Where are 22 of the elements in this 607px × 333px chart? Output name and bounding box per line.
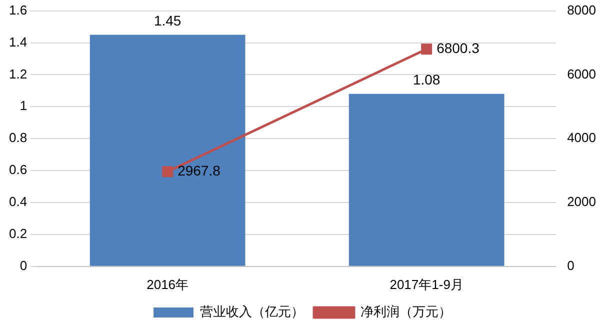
- y-tick-label: 1.2: [8, 66, 28, 82]
- legend-label: 营业收入（亿元）: [200, 304, 304, 320]
- x-tick-label: 2016年: [146, 276, 189, 292]
- y-tick-label: 1.6: [8, 2, 28, 18]
- y2-tick-label: 0: [567, 258, 574, 273]
- y-tick-label: 0.6: [8, 162, 28, 178]
- x-tick-label: 2017年1-9月: [390, 276, 464, 292]
- y-tick-label: 0.4: [8, 194, 28, 210]
- y-tick-label: 1.4: [8, 34, 28, 50]
- y-tick-label: 0: [20, 258, 28, 273]
- legend-label: 净利润（万元）: [360, 304, 452, 320]
- y-tick-label: 0.8: [8, 130, 28, 146]
- y-tick-label: 1: [20, 98, 28, 114]
- y2-tick-label: 6000: [567, 66, 596, 82]
- y-tick-label: 0.2: [8, 226, 28, 242]
- data-label: 2967.8: [178, 162, 221, 178]
- data-label: 6800.3: [436, 40, 480, 56]
- data-label: 1.45: [154, 12, 182, 29]
- y2-tick-label: 4000: [567, 130, 596, 146]
- y2-tick-label: 2000: [567, 194, 596, 210]
- y2-tick-label: 8000: [567, 2, 596, 18]
- data-label: 1.08: [412, 72, 440, 88]
